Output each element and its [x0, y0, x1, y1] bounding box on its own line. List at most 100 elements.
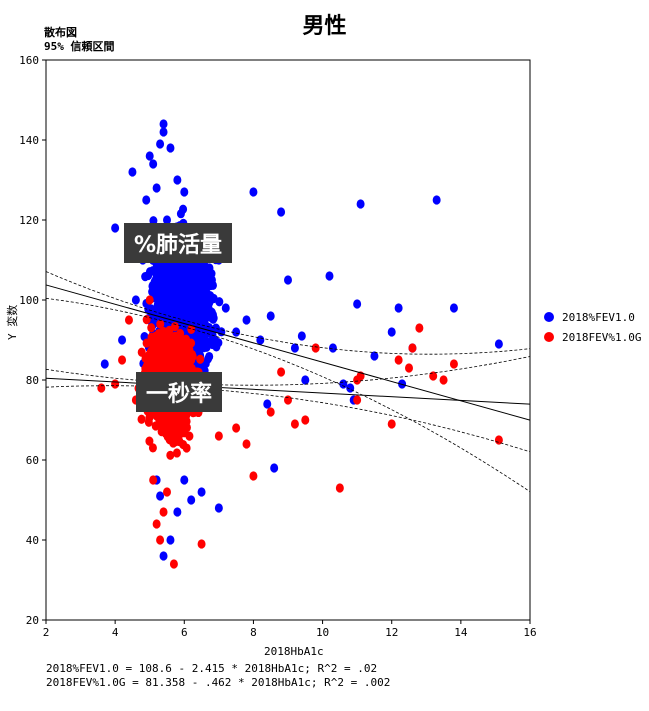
data-point — [156, 418, 165, 428]
data-point — [449, 303, 458, 313]
ci-band-lower-0 — [45, 297, 531, 493]
data-point — [111, 223, 120, 233]
data-point — [408, 343, 417, 353]
legend-marker-red — [544, 332, 554, 342]
data-point — [141, 272, 150, 282]
data-point — [180, 303, 189, 313]
data-point — [205, 351, 214, 362]
data-point — [159, 507, 168, 517]
data-point — [157, 287, 166, 298]
data-point — [149, 345, 158, 355]
x-tick-label: 16 — [523, 626, 536, 639]
data-point — [156, 319, 165, 329]
data-point — [197, 337, 206, 347]
data-point — [184, 276, 193, 286]
y-tick-label: 120 — [19, 214, 39, 227]
legend-item-fev-ratio: 2018FEV%1.0G — [544, 327, 641, 347]
data-point — [166, 450, 175, 460]
legend-item-fev1: 2018%FEV1.0 — [544, 307, 641, 327]
data-point — [214, 338, 223, 348]
data-point — [166, 535, 175, 545]
data-point — [387, 327, 396, 337]
data-point — [167, 341, 176, 351]
data-point — [325, 271, 334, 281]
data-point — [249, 471, 258, 481]
ci-band-lower-1 — [45, 385, 531, 453]
data-point — [439, 375, 448, 385]
data-point — [432, 195, 441, 205]
data-point — [387, 419, 396, 429]
data-point — [97, 383, 106, 393]
data-point — [159, 127, 168, 137]
data-point — [197, 288, 206, 299]
data-point — [266, 407, 275, 417]
data-point — [166, 143, 175, 153]
data-point — [195, 279, 204, 289]
data-point — [415, 323, 424, 333]
data-point — [152, 519, 161, 529]
data-point — [182, 443, 191, 453]
data-point — [199, 319, 208, 329]
data-point — [175, 420, 184, 430]
x-tick-label: 2 — [43, 626, 50, 639]
data-point — [494, 435, 503, 445]
data-point — [175, 280, 184, 290]
data-point — [180, 264, 189, 274]
data-point — [263, 399, 272, 409]
data-point — [202, 312, 211, 322]
data-point — [178, 319, 187, 329]
plot-frame — [45, 59, 531, 621]
data-point — [290, 343, 299, 353]
data-point — [173, 175, 182, 185]
data-point — [142, 195, 151, 205]
regression-line-1 — [45, 377, 531, 405]
data-point — [149, 475, 158, 485]
data-point — [118, 355, 127, 365]
data-point — [197, 263, 206, 273]
data-point — [145, 151, 154, 161]
x-tick-label: 4 — [112, 626, 119, 639]
data-point — [394, 303, 403, 313]
data-point — [145, 295, 154, 305]
y-tick-label: 160 — [19, 54, 39, 67]
data-point — [163, 487, 171, 497]
data-point — [194, 305, 203, 316]
data-point — [284, 395, 292, 405]
data-point — [149, 159, 158, 169]
data-point — [179, 204, 188, 214]
data-point — [173, 309, 182, 319]
data-point — [157, 427, 166, 437]
data-point — [301, 375, 310, 385]
data-point — [147, 323, 156, 333]
data-point — [137, 414, 146, 424]
data-point — [156, 535, 165, 545]
data-point — [167, 307, 176, 317]
data-point — [353, 299, 362, 309]
data-point — [175, 332, 184, 342]
data-point — [196, 354, 205, 364]
data-point — [142, 338, 151, 348]
data-point — [270, 463, 279, 473]
data-point — [180, 187, 189, 197]
data-point — [311, 343, 320, 353]
data-point — [249, 187, 258, 197]
annotation-fev1-ratio: 一秒率 — [136, 372, 223, 412]
chart-subtitle-1: 散布図 — [44, 26, 77, 39]
annotation-vital-capacity: %肺活量 — [124, 223, 233, 263]
data-point — [148, 287, 157, 297]
data-point — [277, 207, 286, 217]
data-point — [187, 338, 196, 348]
data-point — [169, 559, 178, 569]
data-point — [370, 351, 379, 361]
data-point — [155, 357, 164, 367]
data-point — [163, 215, 171, 225]
data-point — [166, 283, 175, 294]
data-point — [179, 342, 188, 353]
legend-label: 2018FEV%1.0G — [562, 330, 642, 344]
y-tick-label: 20 — [26, 614, 39, 627]
x-tick-label: 8 — [250, 626, 257, 639]
data-point — [214, 431, 223, 441]
data-point — [142, 315, 151, 325]
data-point — [173, 507, 182, 517]
